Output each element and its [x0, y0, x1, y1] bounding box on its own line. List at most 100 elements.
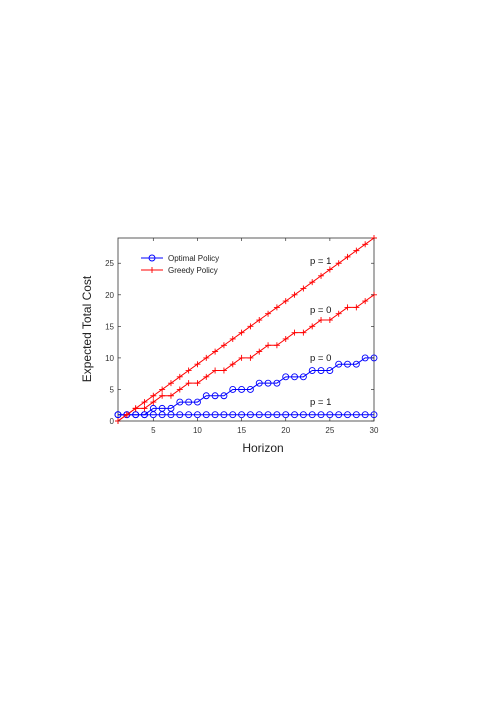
data-point [300, 329, 307, 336]
data-point [176, 386, 183, 393]
data-point [282, 298, 289, 305]
data-point [212, 367, 219, 374]
data-point [265, 342, 272, 349]
legend: Optimal Policy Greedy Policy [141, 254, 219, 275]
data-point [150, 392, 157, 399]
data-point [167, 404, 175, 412]
series-line-1 [118, 357, 374, 416]
x-axis-label: Horizon [242, 441, 283, 455]
data-point [299, 373, 307, 381]
data-point [291, 329, 298, 336]
data-point [229, 335, 236, 342]
data-point [335, 310, 342, 317]
annotation-optimal-p0: p = 0 [310, 353, 331, 364]
data-point [352, 360, 360, 368]
data-point [141, 405, 148, 412]
data-point [220, 392, 228, 400]
data-point [273, 304, 280, 311]
data-point [114, 411, 122, 419]
data-point [264, 379, 272, 387]
data-point [203, 373, 210, 380]
data-point [282, 373, 290, 381]
data-point [335, 260, 342, 267]
data-point [256, 348, 263, 355]
data-point [220, 411, 228, 419]
data-point [318, 317, 325, 324]
data-point [193, 398, 201, 406]
data-point [335, 411, 343, 419]
data-point [361, 354, 369, 362]
data-point [141, 411, 148, 419]
data-point [229, 411, 237, 419]
data-point [185, 398, 193, 406]
data-point [299, 411, 307, 419]
data-point [202, 392, 210, 400]
legend-greedy-marker [149, 267, 155, 273]
x-tick-label: 20 [281, 426, 290, 435]
data-point [238, 329, 245, 336]
data-point [220, 367, 227, 374]
series-layer [114, 235, 378, 424]
x-tick-label: 15 [237, 426, 246, 435]
data-point [326, 411, 334, 419]
data-point [185, 367, 192, 374]
data-point [211, 392, 219, 400]
data-point [238, 385, 246, 393]
data-point [132, 411, 140, 419]
data-point [264, 411, 272, 419]
series-line-3 [117, 237, 375, 422]
data-point [238, 411, 246, 419]
data-point [265, 310, 272, 317]
data-point [212, 348, 219, 355]
data-point [326, 367, 334, 374]
data-point [282, 411, 290, 419]
data-point [291, 411, 299, 419]
y-axis-label: Expected Total Cost [80, 275, 94, 382]
data-point [194, 380, 201, 387]
data-point [344, 304, 351, 311]
data-point [202, 411, 210, 419]
data-point [309, 279, 316, 286]
data-point [273, 411, 281, 419]
data-point [308, 367, 316, 374]
data-point [309, 323, 316, 330]
data-point [150, 399, 157, 406]
data-point [167, 380, 174, 387]
data-point [256, 317, 263, 324]
data-point [353, 247, 360, 254]
data-point [352, 411, 360, 419]
annotation-greedy-p0: p = 0 [310, 305, 331, 316]
data-point [344, 360, 351, 368]
data-point [149, 404, 157, 412]
y-tick-label: 0 [110, 417, 115, 426]
data-point [353, 304, 360, 311]
data-point [167, 392, 174, 399]
data-point [194, 361, 201, 368]
data-point [362, 298, 369, 305]
data-point [308, 411, 316, 419]
data-point [326, 317, 333, 324]
data-point [247, 323, 254, 330]
data-point [255, 411, 263, 419]
data-point [159, 386, 166, 393]
data-point [361, 411, 369, 419]
data-point [317, 411, 325, 419]
data-point [255, 379, 263, 387]
legend-optimal-label: Optimal Policy [168, 254, 219, 263]
series-line-2 [117, 294, 375, 422]
tick-layer: 5 10 15 20 25 30 0 5 10 15 20 25 [105, 238, 379, 435]
data-point [211, 411, 219, 419]
data-point [229, 361, 236, 368]
data-point [246, 411, 254, 419]
data-point [238, 354, 245, 361]
data-point [344, 253, 351, 260]
annotation-optimal-p1: p = 1 [310, 397, 331, 408]
data-point [158, 404, 166, 412]
data-point [123, 411, 130, 418]
data-point [362, 241, 369, 248]
data-point [141, 399, 148, 406]
legend-optimal-marker [148, 254, 156, 262]
data-point [300, 285, 307, 292]
x-tick-label: 25 [325, 426, 334, 435]
data-point [247, 354, 254, 361]
